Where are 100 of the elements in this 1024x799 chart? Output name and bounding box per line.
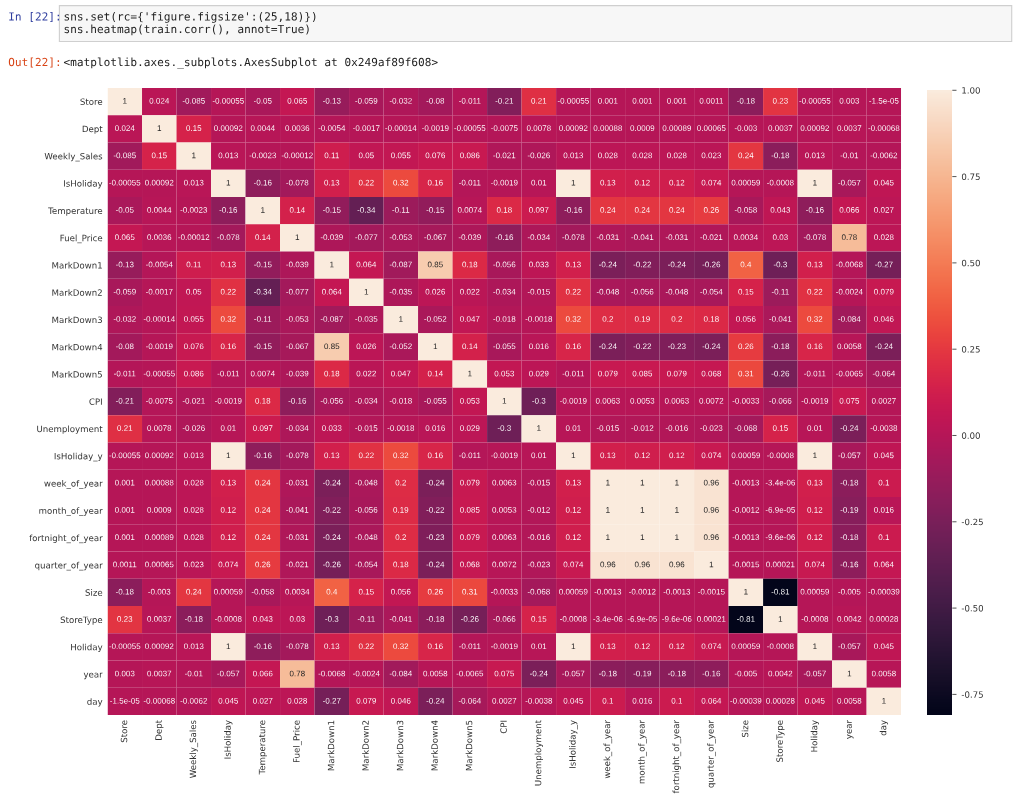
data-label: 0.013 <box>805 152 825 159</box>
data-label: 0.1 <box>878 534 890 541</box>
data-label: -0.0033 <box>491 588 518 595</box>
data-label: 0.079 <box>667 370 687 377</box>
data-label: 0.027 <box>874 207 894 213</box>
data-label: 0.14 <box>255 234 271 241</box>
data-label: 1 <box>606 507 610 513</box>
data-label: 0.15 <box>358 588 374 595</box>
data-label: 0.0044 <box>147 207 172 213</box>
data-label: -0.0008 <box>767 643 794 650</box>
data-label: -0.0013 <box>594 588 622 595</box>
data-label: 0.0037 <box>147 670 172 677</box>
y-tick-label: IsHoliday_y <box>54 452 103 462</box>
data-label: -0.24 <box>875 343 893 350</box>
data-label: 0.32 <box>393 179 409 186</box>
data-label: -0.048 <box>355 479 378 486</box>
data-label: -0.0024 <box>836 288 863 295</box>
data-label: 1 <box>709 561 714 568</box>
data-label: 0.064 <box>874 561 894 568</box>
data-label: 0.12 <box>669 452 685 459</box>
data-label: -0.0019 <box>491 643 518 650</box>
data-label: -0.056 <box>355 507 378 513</box>
y-tick-label: MarkDown3 <box>52 316 102 324</box>
data-label: 1 <box>226 179 231 186</box>
data-label: -0.15 <box>253 343 272 350</box>
data-label: -0.08 <box>115 343 134 350</box>
y-tick-label: Temperature <box>48 207 103 216</box>
data-label: 0.003 <box>115 670 135 677</box>
data-label: -0.031 <box>286 534 309 541</box>
data-label: -0.059 <box>113 288 136 295</box>
data-label: 0.12 <box>220 507 236 513</box>
data-label: -0.011 <box>217 370 240 377</box>
data-label: -0.015 <box>527 479 550 486</box>
data-label: 0.022 <box>460 288 480 295</box>
data-label: 0.05 <box>186 288 202 295</box>
data-label: -0.00014 <box>385 125 417 131</box>
data-label: -0.21 <box>115 397 134 404</box>
data-label: 0.1 <box>671 697 683 704</box>
data-label: -0.24 <box>599 343 617 350</box>
data-label: 1 <box>847 670 852 677</box>
data-label: -0.16 <box>840 561 859 568</box>
data-label: -0.078 <box>286 452 309 459</box>
data-label: 0.056 <box>391 588 411 595</box>
data-label: 1 <box>813 452 817 459</box>
data-label: -0.003 <box>734 125 757 131</box>
x-tick-label: Temperature <box>258 720 267 775</box>
data-label: 0.13 <box>220 261 236 268</box>
data-label: 0.066 <box>253 670 273 677</box>
data-label: 0.047 <box>391 370 411 377</box>
data-label: 0.013 <box>218 152 239 159</box>
data-label: 0.15 <box>186 125 202 131</box>
data-label: 0.028 <box>632 152 653 159</box>
data-label: -0.026 <box>182 425 205 431</box>
y-tick-label: quarter_of_year <box>35 561 103 571</box>
data-label: 1 <box>675 479 679 486</box>
data-label: 0.086 <box>184 370 204 377</box>
data-label: -0.0019 <box>422 125 449 131</box>
data-label: 0.0063 <box>595 397 620 404</box>
data-label: -0.085 <box>113 152 136 159</box>
data-label: 1 <box>226 452 231 459</box>
x-tick-label: StoreType <box>776 720 785 762</box>
data-label: 0.12 <box>565 507 581 513</box>
data-label: 0.1 <box>602 697 614 704</box>
data-label: -0.084 <box>838 316 861 322</box>
data-label: -0.0075 <box>145 397 173 404</box>
x-tick-label: CPI <box>500 720 507 734</box>
data-label: -0.18 <box>771 343 790 350</box>
color-bar-label: 1.00 <box>962 87 980 94</box>
x-tick-label: IsHoliday_y <box>569 720 578 768</box>
data-label: -0.035 <box>389 288 412 295</box>
data-label: -0.078 <box>286 179 309 186</box>
x-tick-label: IsHoliday <box>224 720 233 759</box>
data-label: -0.057 <box>217 670 240 677</box>
color-bar-label: -0.75 <box>961 691 983 698</box>
data-label: 0.13 <box>565 479 581 486</box>
data-label: 0.13 <box>324 452 340 459</box>
data-label: 0.024 <box>115 125 135 131</box>
data-label: -0.0018 <box>387 425 415 431</box>
data-label: -0.22 <box>633 343 652 350</box>
data-label: 0.0027 <box>871 397 896 404</box>
data-label: 0.016 <box>529 343 549 350</box>
data-label: 0.00088 <box>145 479 174 486</box>
data-label: 0.96 <box>703 534 719 541</box>
data-label: 0.4 <box>326 588 338 595</box>
x-tick-label: MarkDown4 <box>431 720 438 771</box>
data-label: -0.035 <box>355 316 378 322</box>
data-label: -0.0054 <box>318 125 346 131</box>
data-label: 0.028 <box>667 152 687 159</box>
data-label: 0.85 <box>324 343 340 350</box>
data-label: -0.003 <box>148 588 171 595</box>
data-label: -0.16 <box>806 207 824 213</box>
data-label: 0.24 <box>255 479 271 486</box>
data-label: -0.22 <box>322 507 341 513</box>
data-label: 0.16 <box>427 643 443 650</box>
data-label: 0.001 <box>115 534 135 541</box>
data-label: 0.076 <box>425 152 446 159</box>
text: sns.set(rc={'figure.figsize':(25,18)}) sns.heatmap(train.corr(), annot=True) <box>64 11 316 36</box>
data-label: 1 <box>571 452 576 459</box>
data-label: -0.15 <box>253 261 272 268</box>
data-label: -0.023 <box>700 425 723 431</box>
